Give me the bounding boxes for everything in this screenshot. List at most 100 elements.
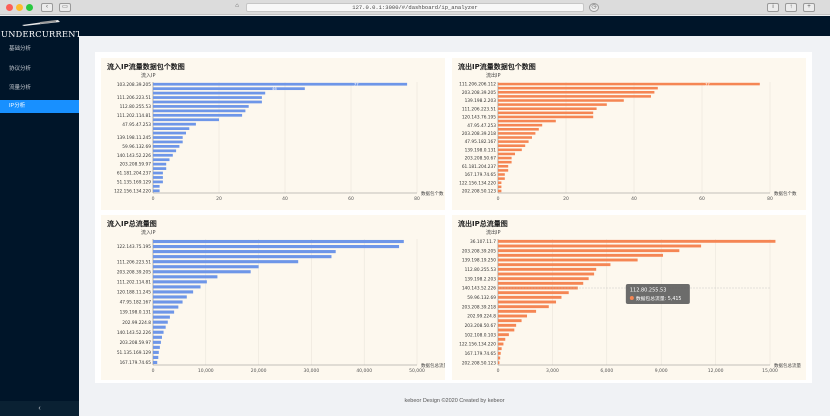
bar: [153, 82, 408, 86]
bar: [153, 260, 299, 264]
tooltip-box: [625, 284, 690, 304]
x-tick-label: 0: [497, 368, 500, 374]
y-tick-label: 111.206.206.112: [459, 82, 496, 88]
bar: [498, 181, 502, 184]
bar: [153, 350, 159, 354]
y-tick-label: 202.99.224.8: [122, 320, 151, 326]
bar: [498, 281, 584, 285]
legend-label: 流出IP: [486, 229, 501, 236]
bar: [153, 136, 183, 139]
bar: [153, 113, 243, 117]
share-icon[interactable]: ↑: [785, 3, 797, 12]
bar: [153, 244, 400, 249]
bar: [153, 239, 404, 244]
chevron-left-icon: ‹: [38, 405, 41, 412]
bar: [498, 244, 702, 248]
logo-text: UNDERCURRENT: [1, 29, 82, 39]
y-tick-label: 36.107.11.7: [470, 239, 496, 245]
data-label: 77: [705, 81, 710, 86]
x-tick-label: 40: [631, 196, 637, 202]
x-tick-label: 20: [216, 196, 222, 202]
bar: [498, 128, 539, 131]
bar: [498, 253, 664, 257]
back-icon[interactable]: ‹: [41, 3, 53, 12]
bar: [498, 328, 515, 332]
bar: [498, 356, 501, 360]
bar: [153, 360, 158, 365]
y-tick-label: 59.96.132.69: [122, 144, 151, 150]
bar: [498, 305, 549, 309]
y-tick-label: 203.208.39.218: [462, 131, 496, 137]
url-bar[interactable]: 127.0.0.1:3000/#/dashboard/ip_analyzer: [246, 3, 584, 12]
y-tick-label: 122.156.134.220: [459, 342, 496, 348]
sidebar-item-traffic[interactable]: 流量分析: [0, 82, 79, 95]
legend-label: 流入IP: [141, 229, 156, 236]
x-tick-label: 80: [767, 196, 773, 202]
bar: [498, 258, 638, 262]
bar: [498, 169, 509, 172]
bar: [498, 177, 505, 180]
bar: [153, 300, 183, 304]
bar: [153, 122, 196, 126]
bar: [153, 91, 266, 95]
y-tick-label: 139.198.11.245: [117, 135, 151, 141]
sidebar-item-basic[interactable]: 基础分析: [0, 43, 79, 56]
y-tick-label: 203.208.59.97: [120, 340, 152, 346]
home-icon[interactable]: ⌂: [235, 3, 239, 9]
bar: [153, 325, 166, 329]
bar: [498, 111, 594, 115]
y-tick-label: 139.198.19.250: [462, 258, 496, 264]
sidebar-item-protocol[interactable]: 协议分析: [0, 63, 79, 76]
close-window-button[interactable]: [6, 4, 13, 11]
sidebar-toggle-icon[interactable]: ▭: [59, 3, 71, 12]
x-tick-label: 0: [497, 196, 500, 202]
bar: [153, 250, 336, 254]
bar: [498, 86, 658, 90]
footer-text: kebeor Design ©2020 Created by kebeor: [404, 398, 505, 404]
tooltip-title: 112.80.255.53: [630, 288, 667, 294]
y-tick-label: 111.206.223.51: [462, 106, 496, 112]
y-tick-label: 139.198.2.203: [465, 276, 497, 282]
sidebar-item-ip[interactable]: IP分析: [0, 100, 79, 113]
bar: [153, 158, 170, 162]
url-text: 127.0.0.1:3000/#/dashboard/ip_analyzer: [352, 4, 478, 11]
bar: [498, 99, 624, 102]
bar: [498, 107, 597, 110]
reader-icon[interactable]: ◷: [589, 3, 599, 12]
y-tick-label: 102.108.0.103: [465, 332, 497, 338]
y-tick-label: 167.179.74.65: [465, 172, 497, 178]
y-tick-label: 51.135.169.129: [117, 180, 151, 186]
bar: [498, 136, 532, 139]
bar: [498, 347, 502, 351]
x-axis-label: 数据包总流量: [421, 362, 445, 369]
bar: [153, 180, 163, 184]
panel-outbound-volume: 流出IP总流量图 流出IP 0 3,000 6,000 9,000 12,000 15,000…: [452, 215, 806, 380]
new-tab-icon[interactable]: +: [803, 3, 815, 12]
y-tick-label: 111.202.114.81: [117, 279, 151, 285]
info-icon[interactable]: i: [767, 3, 779, 12]
footer: kebeor Design ©2020 Created by kebeor: [79, 398, 830, 404]
chart-title: 流出IP总流量图: [458, 219, 508, 228]
bar: [153, 162, 167, 166]
x-tick-label: 40: [282, 196, 288, 202]
bar: [153, 275, 218, 279]
maximize-window-button[interactable]: [26, 4, 33, 11]
bar: [498, 342, 504, 346]
bar: [153, 171, 163, 175]
y-tick-label: 139.198.0.131: [120, 310, 152, 316]
minimize-window-button[interactable]: [16, 4, 23, 11]
panel-outbound-count: 流出IP流量数据包个数图 流出IP 0 20 40 60 80 数据包个数 202.208.50…: [452, 58, 806, 210]
y-tick-label: 47.95.182.167: [465, 139, 497, 145]
sidebar-item-label: 协议分析: [9, 66, 32, 72]
bar: [153, 285, 201, 289]
x-tick-label: 80: [414, 196, 420, 202]
bar: [498, 140, 529, 143]
y-tick-label: 47.95.182.167: [120, 300, 152, 306]
x-tick-label: 0: [152, 196, 155, 202]
bar: [153, 295, 187, 299]
bar: [153, 315, 170, 319]
pen-logo-icon: [22, 20, 60, 26]
y-tick-label: 203.208.50.67: [465, 323, 497, 329]
collapse-sidebar-button[interactable]: ‹: [0, 401, 79, 416]
bar: [498, 263, 611, 267]
